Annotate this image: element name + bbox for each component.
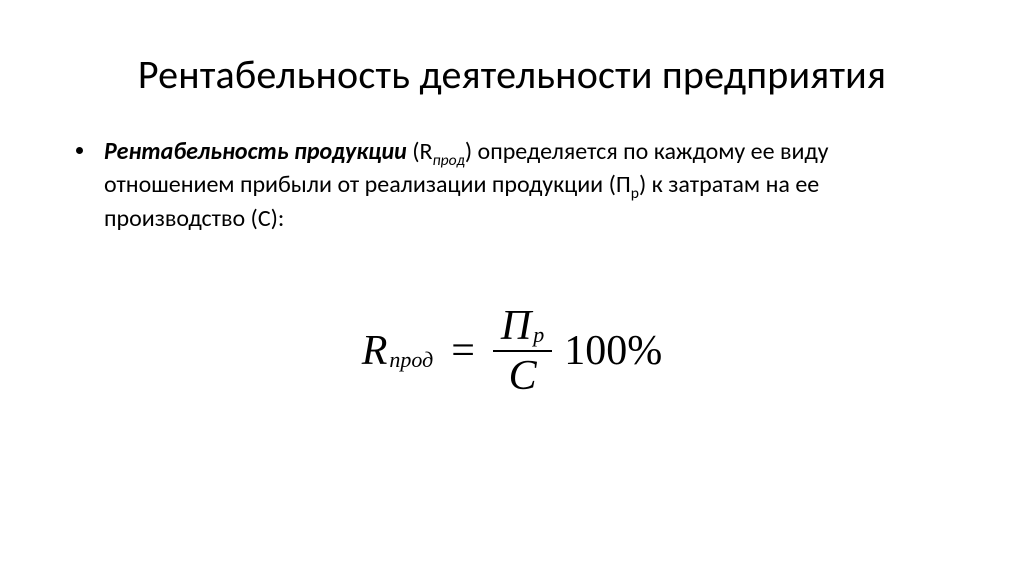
sym-sub: прод — [433, 151, 465, 170]
formula-area: R прод = П p C 100% — [70, 304, 954, 398]
numerator-main: П — [501, 304, 531, 348]
formula: R прод = П p C 100% — [362, 304, 663, 398]
bullet-paragraph: Рентабельность продукции (Rпрод) определ… — [104, 137, 954, 234]
equals-sign: = — [451, 327, 475, 375]
formula-R-sub: прод — [389, 347, 433, 373]
numerator: П p — [493, 304, 552, 348]
pi-sub: р — [631, 184, 639, 203]
term: Рентабельность продукции — [104, 137, 407, 166]
denominator: C — [501, 354, 545, 398]
numerator-sub: p — [533, 323, 544, 346]
sym-open: (R — [407, 137, 433, 166]
slide: Рентабельность деятельности предприятия … — [0, 0, 1024, 574]
formula-R: R — [362, 327, 388, 375]
formula-lhs: R прод — [362, 327, 434, 375]
fraction-bar — [493, 350, 552, 352]
fraction: П p C — [493, 304, 552, 398]
hundred-percent: 100% — [564, 327, 662, 375]
slide-title: Рентабельность деятельности предприятия — [70, 50, 954, 99]
bullet-icon — [76, 147, 83, 154]
sym-close: ) — [465, 137, 478, 166]
